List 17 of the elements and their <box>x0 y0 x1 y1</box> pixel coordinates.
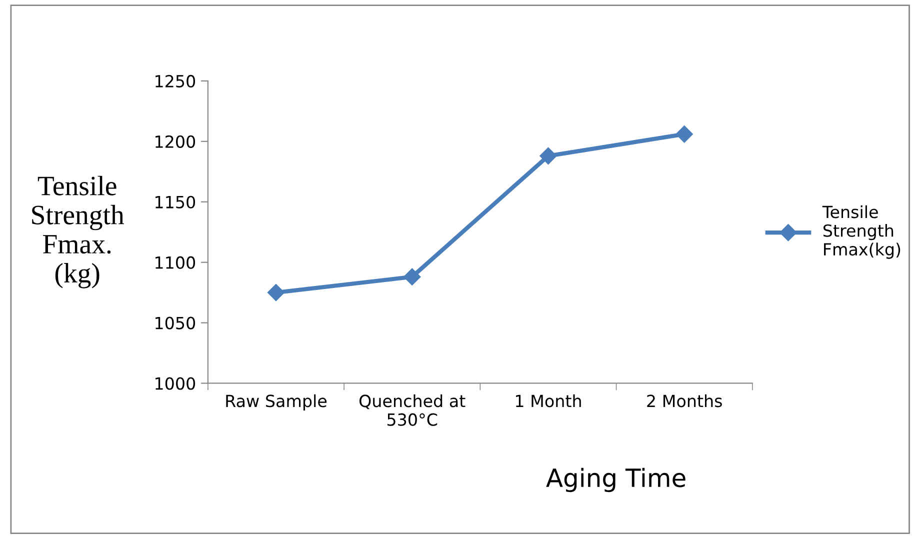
x-tick-label: Raw Sample <box>226 394 327 410</box>
point <box>404 268 421 286</box>
point <box>676 126 693 143</box>
y-tick-label: 1100 <box>156 256 196 269</box>
x-tick-label: 1 Month <box>516 394 581 408</box>
y-tick-label: 1200 <box>156 135 196 148</box>
y-tick-label: 1150 <box>156 196 196 208</box>
y-tick-label: 1050 <box>156 316 196 330</box>
legend-label: Tensile Strength Fmax(kg) <box>822 205 900 259</box>
x-axis-title: Aging Time <box>546 468 686 492</box>
y-tick-label: 1000 <box>156 377 196 390</box>
y-tick-label: 1250 <box>156 74 196 88</box>
point <box>540 147 557 164</box>
x-tick-label: Quenched at 530°C <box>359 394 466 426</box>
point <box>267 284 285 302</box>
y-axis-title: Tensile Strength Fmax. (kg) <box>32 176 124 288</box>
x-tick-label: 2 Months <box>647 394 722 408</box>
